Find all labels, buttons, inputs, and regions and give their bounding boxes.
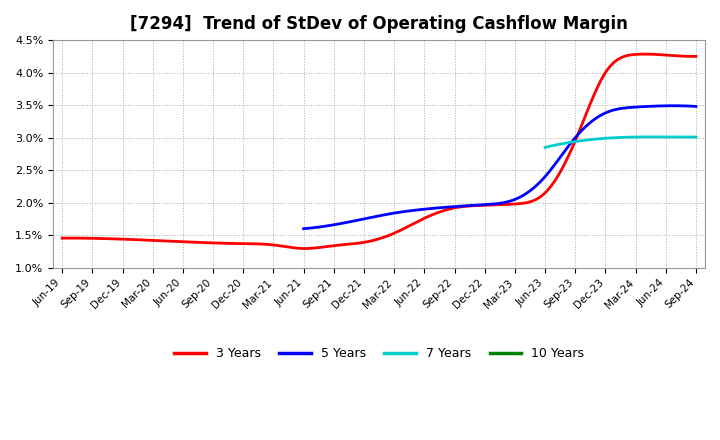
Legend: 3 Years, 5 Years, 7 Years, 10 Years: 3 Years, 5 Years, 7 Years, 10 Years	[169, 342, 589, 365]
7 Years	[692, 134, 701, 139]
3 Years	[402, 225, 410, 230]
7 Years	[644, 134, 653, 139]
5 Years	[669, 103, 678, 108]
5 Years	[512, 196, 521, 202]
5 Years	[692, 104, 701, 109]
7 Years	[613, 135, 621, 140]
3 Years	[692, 54, 701, 59]
5 Years	[485, 202, 494, 207]
3 Years	[300, 246, 309, 251]
7 Years	[541, 145, 549, 150]
5 Years	[533, 182, 541, 187]
Line: 3 Years: 3 Years	[62, 54, 696, 249]
Line: 5 Years: 5 Years	[304, 106, 696, 229]
7 Years	[613, 135, 622, 140]
3 Years	[579, 119, 588, 125]
5 Years	[300, 226, 308, 231]
7 Years	[622, 135, 631, 140]
3 Years	[436, 209, 445, 214]
3 Years	[679, 54, 688, 59]
3 Years	[364, 239, 372, 244]
3 Years	[641, 51, 649, 57]
3 Years	[360, 240, 369, 245]
5 Years	[488, 202, 497, 207]
5 Years	[621, 105, 629, 110]
3 Years	[58, 235, 66, 241]
5 Years	[683, 103, 692, 109]
7 Years	[631, 134, 639, 139]
7 Years	[665, 134, 673, 139]
Line: 7 Years: 7 Years	[545, 137, 696, 147]
7 Years	[688, 134, 697, 139]
Title: [7294]  Trend of StDev of Operating Cashflow Margin: [7294] Trend of StDev of Operating Cashf…	[130, 15, 628, 33]
